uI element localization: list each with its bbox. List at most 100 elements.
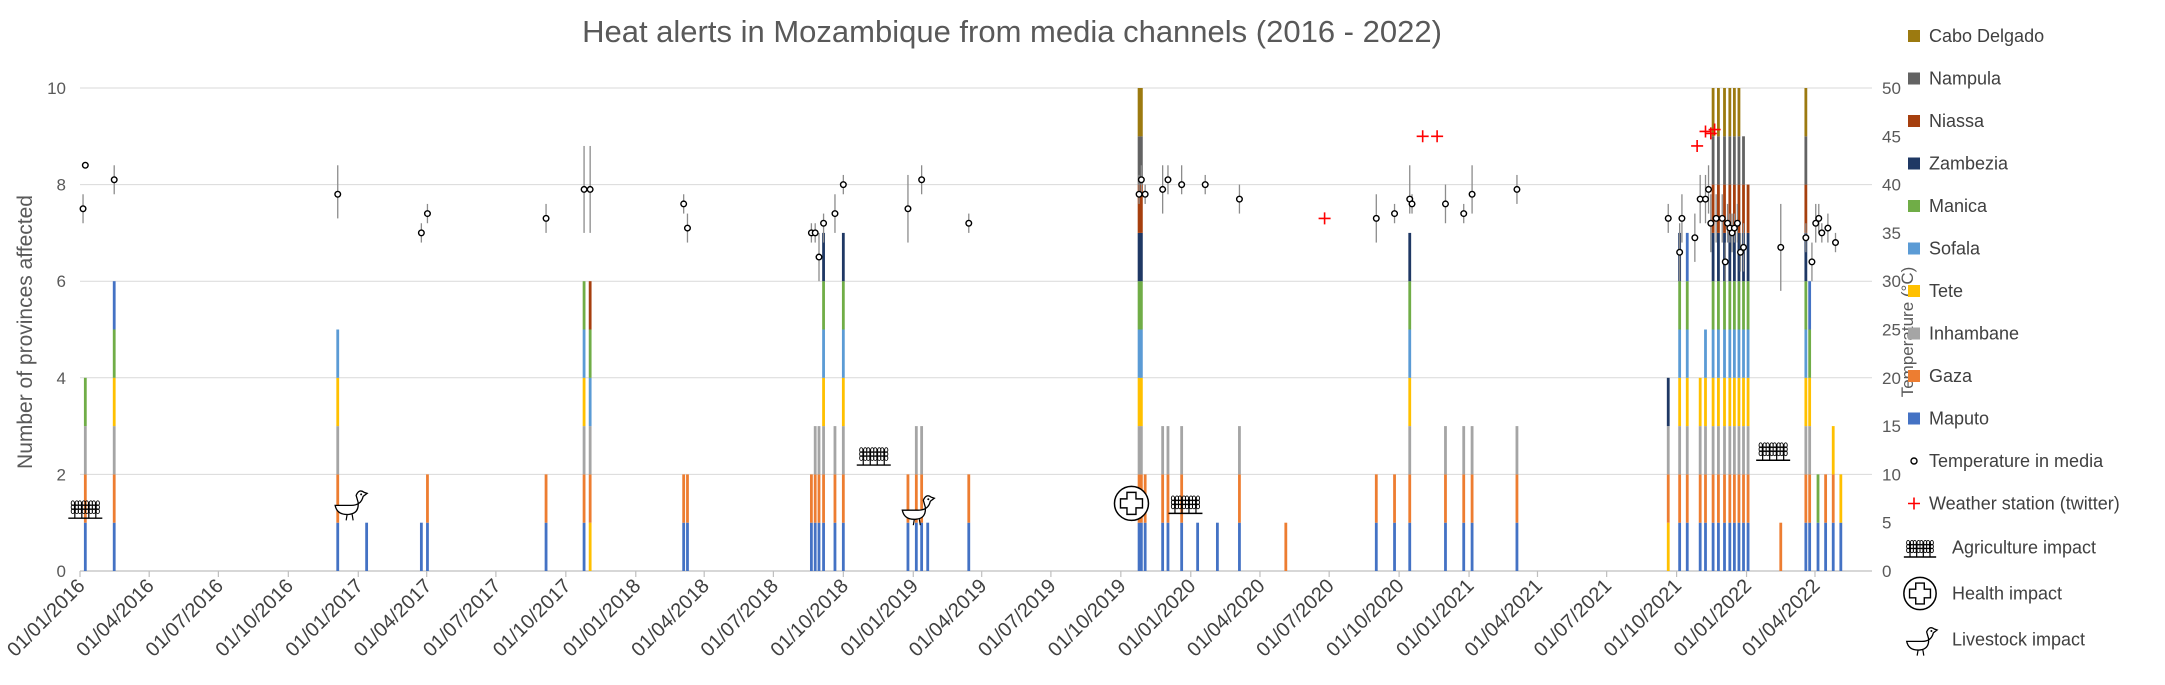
temperature-media-point [1730, 224, 1738, 232]
bar-segment-manica [582, 281, 586, 330]
bar-segment-gaza [817, 474, 821, 523]
bar-segment-inhambane [1746, 426, 1750, 475]
y-axis-left: 0 2 4 6 8 10 [47, 79, 66, 581]
temperature-media-point [1678, 214, 1686, 222]
wheat-grain [1177, 499, 1183, 506]
temperature-media-point [1408, 200, 1416, 208]
bar-segment-inhambane [1704, 426, 1707, 475]
bar-segment-gaza [920, 474, 924, 523]
bar-segment-inhambane [582, 426, 586, 475]
temperature-media-point [1824, 224, 1832, 232]
bar-segment-nampula [1717, 136, 1720, 185]
temperature-media-point [1513, 185, 1521, 193]
bar-segment-maputo [1728, 522, 1732, 571]
wheat-grain [1772, 450, 1777, 457]
legend-dot-icon [1910, 457, 1918, 465]
bar-segment-maputo [1215, 522, 1219, 571]
wheat-grain [866, 447, 871, 453]
province-bars [83, 88, 1843, 571]
bar-segment-maputo [914, 522, 918, 571]
bar-segment-tete [1723, 377, 1726, 427]
bar-segment-manica [822, 281, 825, 330]
bar-segment-sofala [1737, 329, 1741, 378]
bar-segment-tete [1685, 377, 1689, 427]
legend-swatch [1908, 30, 1920, 42]
wheat-grain [70, 508, 75, 515]
agriculture-impact-icon [1168, 495, 1203, 515]
bar-segment-sofala [1723, 329, 1726, 378]
wheat-grain [1772, 446, 1777, 453]
wheat-grain [866, 455, 871, 461]
bar-segment-gaza [1746, 474, 1750, 523]
temperature-media-point [1718, 214, 1726, 222]
temperature-media-point [1676, 248, 1684, 256]
bar-segment-maputo [1444, 522, 1447, 571]
bar-segment-maputo [1824, 522, 1828, 571]
wheat-grain [1929, 547, 1934, 554]
legend-item: Temperature in media [1910, 451, 2104, 471]
wheat-grain [859, 447, 864, 453]
temperature-media-point [1802, 234, 1810, 242]
bar-segment-tete [1804, 377, 1808, 427]
wheat-grain [1184, 499, 1190, 506]
bar-segment-gaza [1698, 474, 1702, 523]
temperature-media-point [1733, 219, 1741, 227]
wheat-grain [1779, 446, 1784, 453]
bar-segment-cabo-delgado [1137, 88, 1141, 137]
bar-segment-sofala [1711, 329, 1715, 378]
temperature-media-point [1712, 214, 1720, 222]
bar-segment-manica [1137, 281, 1141, 330]
bar-segment-sofala [336, 329, 340, 378]
bar-segment-gaza [1166, 474, 1170, 523]
bar-segment-cabo-delgado [1804, 88, 1808, 137]
bar-segment-maputo [1166, 522, 1170, 571]
temperature-media-point [1818, 229, 1826, 237]
bar-segment-niassa [1804, 184, 1808, 233]
bar-segment-gaza [1462, 474, 1466, 523]
bar-segment-inhambane [112, 426, 116, 475]
legend-item: Zambezia [1908, 154, 2009, 174]
bar-segment-maputo [419, 522, 423, 571]
bar-segment-tete [1137, 377, 1141, 427]
bar-segment-maputo [1393, 522, 1396, 571]
agriculture-impact-icon [1756, 442, 1791, 461]
legend-item: Manica [1908, 196, 1988, 216]
temperature-media-point [110, 176, 118, 184]
bar-segment-cabo-delgado [1717, 88, 1720, 137]
bar-segment-maputo [1698, 522, 1702, 571]
bar-segment-tete [1831, 426, 1835, 475]
bar-segment-gaza [1717, 474, 1720, 523]
chicken-leg [1916, 649, 1919, 656]
wheat-grain [873, 447, 878, 453]
bar-segment-inhambane [1717, 426, 1720, 475]
wheat-grain [95, 508, 100, 515]
bar-segment-maputo [833, 522, 837, 571]
bar-segment-manica [1139, 281, 1143, 330]
bar-segment-cabo-delgado [1728, 88, 1732, 137]
wheat-grain [70, 500, 75, 507]
bar-segment-maputo [1139, 522, 1143, 571]
bar-segment-sofala [1746, 329, 1750, 378]
bar-segment-sofala [588, 377, 592, 427]
bar-segment-zambezia [1666, 377, 1670, 427]
wheat-grain [1912, 547, 1917, 554]
bar-segment-inhambane [841, 426, 845, 475]
temperature-media-point [1808, 258, 1816, 266]
y2-tick-label: 25 [1882, 321, 1901, 340]
weather-station-point [1708, 123, 1721, 136]
wheat-grain [859, 455, 864, 461]
temperature-media-point [1135, 190, 1143, 198]
bar-segment-inhambane [1180, 426, 1184, 475]
bar-segment-maputo [1816, 522, 1820, 571]
temperature-media-point [1201, 181, 1209, 189]
agriculture-impact-icon [856, 447, 891, 466]
bar-segment-sofala [1704, 329, 1707, 378]
legend-item: Livestock impact [1905, 627, 2085, 656]
bar-segment-manica [1816, 474, 1820, 523]
bar-segment-nampula [1723, 136, 1726, 185]
bar-segment-maputo [1374, 522, 1378, 571]
weather-station-points [1318, 123, 1721, 225]
temperature-media-point [1664, 214, 1672, 222]
wheat-grain [1184, 495, 1190, 502]
weather-station-point [1699, 125, 1712, 138]
